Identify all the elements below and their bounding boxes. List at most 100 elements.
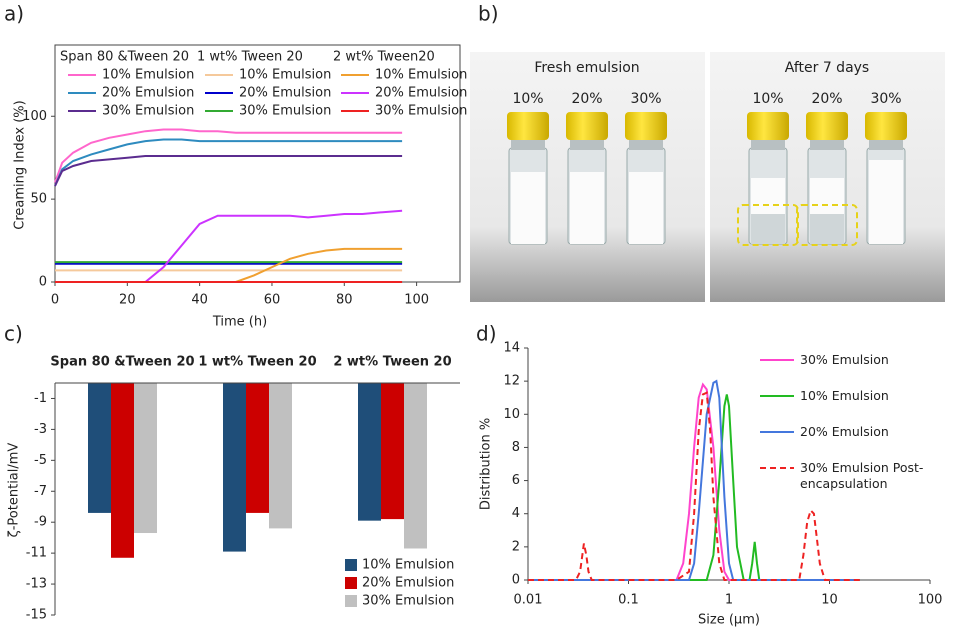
y-tick-label: 0 xyxy=(39,275,47,290)
vial-label: 20% xyxy=(571,91,602,107)
vial-cap xyxy=(806,112,848,140)
x-tick-label: 0.1 xyxy=(618,593,639,608)
highlight-box xyxy=(737,204,799,246)
panel-label: a) xyxy=(4,2,24,26)
y-tick-label: -3 xyxy=(34,422,47,437)
series-line xyxy=(54,138,403,187)
y-axis-label: Distribution % xyxy=(479,418,494,510)
x-tick-label: 60 xyxy=(264,293,281,308)
vial-content xyxy=(629,172,663,244)
vial-cap xyxy=(507,112,549,140)
y-tick-label: 50 xyxy=(30,192,47,207)
legend-label: 20% Emulsion xyxy=(102,86,194,101)
vial-cap xyxy=(865,112,907,140)
y-tick-label: -1 xyxy=(34,391,47,406)
vial-separated xyxy=(751,214,785,244)
photo-caption: Fresh emulsion xyxy=(534,60,639,76)
y-tick-label: 12 xyxy=(503,374,520,389)
y-tick-label: 10 xyxy=(503,407,520,422)
x-tick-label: 10 xyxy=(821,593,838,608)
series-line xyxy=(528,379,860,581)
y-tick-label: 14 xyxy=(503,341,520,356)
vial-label: 10% xyxy=(512,91,543,107)
legend-label: 20% Emulsion xyxy=(362,576,454,591)
legend-swatch xyxy=(345,577,357,589)
vial-cap xyxy=(566,112,608,140)
y-tick-label: 6 xyxy=(512,473,520,488)
x-tick-label: 20 xyxy=(119,293,136,308)
legend-label: 10% Emulsion xyxy=(375,68,467,83)
x-tick-label: 40 xyxy=(191,293,208,308)
highlight-box xyxy=(796,204,858,246)
bar xyxy=(223,383,246,552)
legend-label: 30% Emulsion xyxy=(800,352,889,367)
y-tick-label: -9 xyxy=(34,515,47,530)
bar xyxy=(358,383,381,521)
series-line xyxy=(54,128,403,183)
legend-group-title: 2 wt% Tween20 xyxy=(333,50,435,65)
bar xyxy=(269,383,292,529)
category-label: 2 wt% Tween 20 xyxy=(333,355,451,370)
bar xyxy=(246,383,269,513)
category-label: Span 80 &Tween 20 xyxy=(50,355,194,370)
x-tick-label: 100 xyxy=(918,593,943,608)
legend-group-title: Span 80 &Tween 20 xyxy=(60,50,189,65)
legend-label: 10% Emulsion xyxy=(102,68,194,83)
photo-caption: After 7 days xyxy=(785,60,869,76)
vial-label: 20% xyxy=(811,91,842,107)
y-tick-label: -5 xyxy=(34,453,47,468)
series-line xyxy=(55,247,403,283)
x-axis-label: Time (h) xyxy=(212,315,267,330)
bar xyxy=(381,383,404,520)
legend-label: 30% Emulsion Post-encapsulation xyxy=(800,460,924,491)
legend-swatch xyxy=(345,559,357,571)
vial-label: 10% xyxy=(752,91,783,107)
x-tick-label: 0.01 xyxy=(514,593,543,608)
legend-group-title: 1 wt% Tween 20 xyxy=(197,50,303,65)
x-tick-label: 0 xyxy=(51,293,59,308)
series-line xyxy=(528,382,860,581)
series-line xyxy=(528,391,860,581)
y-tick-label: -13 xyxy=(26,577,47,592)
legend-label: 10% Emulsion xyxy=(239,68,331,83)
y-tick-label: 0 xyxy=(512,573,520,588)
x-tick-label: 80 xyxy=(336,293,353,308)
bar xyxy=(88,383,111,513)
panel-label: b) xyxy=(478,2,499,26)
vial-cap xyxy=(747,112,789,140)
legend-label-box: 10% Emulsion xyxy=(800,388,889,403)
vial-cap xyxy=(625,112,667,140)
legend-label: 20% Emulsion xyxy=(375,86,467,101)
legend-label: 30% Emulsion xyxy=(362,594,454,609)
legend-label: 10% Emulsion xyxy=(362,558,454,573)
y-tick-label: -11 xyxy=(26,546,47,561)
legend-label-box: 30% Emulsion Post-encapsulation xyxy=(800,460,924,491)
bar xyxy=(111,383,134,558)
y-tick-label: 4 xyxy=(512,506,520,521)
vial-label: 30% xyxy=(870,91,901,107)
y-tick-label: -7 xyxy=(34,484,47,499)
vial-content xyxy=(570,172,604,244)
legend-label: 30% Emulsion xyxy=(239,104,331,119)
legend-label: 30% Emulsion xyxy=(102,104,194,119)
x-axis-label: Size (µm) xyxy=(698,613,760,628)
vial-separated xyxy=(810,214,844,244)
category-label: 1 wt% Tween 20 xyxy=(198,355,316,370)
y-tick-label: 2 xyxy=(512,539,520,554)
vial-label: 30% xyxy=(630,91,661,107)
y-tick-label: 100 xyxy=(22,109,47,124)
legend-label: 10% Emulsion xyxy=(800,388,889,403)
panel-label: d) xyxy=(476,322,497,346)
series-line xyxy=(528,394,860,581)
y-tick-label: -15 xyxy=(26,608,47,623)
bar xyxy=(134,383,157,534)
y-axis-label: Creaming Index (%) xyxy=(13,100,28,229)
panel-label: c) xyxy=(4,322,23,346)
bar xyxy=(404,383,427,549)
x-tick-label: 1 xyxy=(725,593,733,608)
legend-label-box: 20% Emulsion xyxy=(800,424,889,439)
vial-content xyxy=(869,160,903,244)
y-axis-label: ζ-Potential/mV xyxy=(7,443,22,538)
series-line xyxy=(54,155,403,187)
